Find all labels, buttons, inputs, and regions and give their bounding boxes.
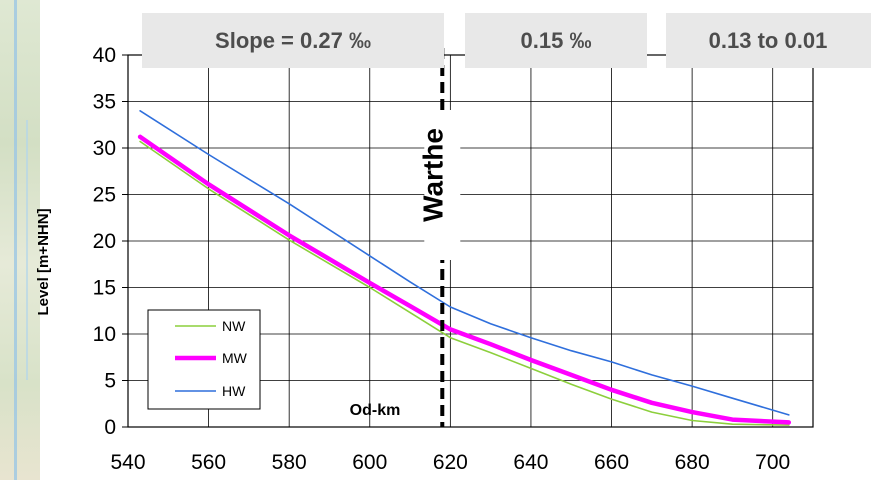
legend: NW MW HW (147, 309, 261, 410)
y-axis-tick-labels: 0 5 10 15 20 25 30 35 40 (93, 44, 116, 439)
series-line-mw (137, 134, 792, 425)
x-tick-label: 640 (513, 451, 548, 474)
y-tick-label: 35 (93, 91, 116, 114)
y-tick-label: 10 (93, 323, 116, 346)
y-tick-label: 0 (104, 416, 116, 439)
x-tick-label: 600 (352, 451, 387, 474)
y-axis-label: Level [m+NHN] (35, 208, 52, 315)
warthe-label-box: Warthe (417, 110, 461, 260)
series-lines (137, 110, 792, 426)
slope-box-2: 0.15 ‰ (465, 13, 647, 68)
y-tick-label: 25 (93, 184, 116, 207)
y-tick-label: 5 (104, 370, 116, 393)
slope-box-1: Slope = 0.27 ‰ (142, 13, 444, 68)
y-tick-label: 30 (93, 137, 116, 160)
x-tick-label: 680 (675, 451, 710, 474)
series-line-nw (139, 140, 790, 426)
map-river (14, 0, 17, 480)
y-tick-label: 20 (93, 230, 116, 253)
slope-box-3-text: 0.13 to 0.01 (709, 28, 828, 53)
y-tick-label: 15 (93, 277, 116, 300)
x-tick-label: 560 (191, 451, 226, 474)
slope-box-3: 0.13 to 0.01 (666, 13, 871, 68)
x-tick-label: 540 (110, 451, 145, 474)
x-axis-tick-labels: 540 560 580 600 620 640 660 680 700 (110, 451, 790, 474)
series-line-hw (139, 110, 790, 416)
warthe-label: Warthe (417, 128, 448, 222)
x-tick-label: 620 (433, 451, 468, 474)
x-tick-label: 580 (272, 451, 307, 474)
x-tick-label: 700 (755, 451, 790, 474)
background-map-strip (0, 0, 40, 480)
slope-box-1-text: Slope = 0.27 ‰ (215, 28, 371, 53)
slope-box-2-text: 0.15 ‰ (521, 28, 592, 53)
y-tick-label: 40 (93, 44, 116, 67)
legend-label-hw: HW (222, 383, 246, 399)
map-river-branch (26, 120, 28, 380)
legend-label-nw: NW (222, 318, 246, 334)
legend-label-mw: MW (222, 350, 248, 366)
x-axis-label: Od-km (350, 402, 401, 419)
x-tick-label: 660 (594, 451, 629, 474)
